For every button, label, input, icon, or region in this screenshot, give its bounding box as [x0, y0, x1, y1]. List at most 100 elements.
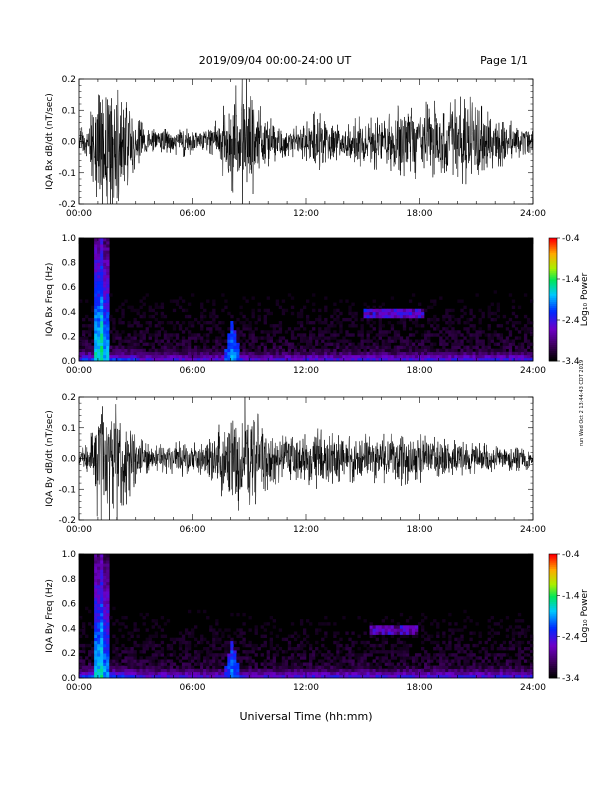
spectrogram-cell: [336, 671, 340, 676]
spectrogram-cell: [121, 357, 125, 362]
spectrogram-cell: [529, 643, 534, 648]
spectrogram-cell: [151, 659, 155, 663]
y-tick-label: 0.0: [62, 455, 77, 465]
spectrogram-cell: [212, 656, 216, 660]
spectrogram-cell: [142, 650, 146, 654]
spectrogram-cell: [484, 668, 488, 673]
spectrogram-cell: [230, 640, 234, 645]
spectrogram-cell: [100, 563, 104, 567]
spectrogram-cell: [224, 643, 228, 648]
spectrogram-cell: [414, 674, 419, 679]
spectrogram-cell: [475, 336, 479, 340]
spectrogram-cell: [187, 314, 192, 319]
spectrogram-cell: [321, 674, 325, 679]
spectrogram-cell: [445, 662, 449, 666]
spectrogram-cell: [354, 671, 358, 676]
spectrogram-cell: [351, 314, 355, 319]
colorbar-segment: [549, 248, 557, 251]
spectrogram-cell: [378, 665, 382, 669]
spectrogram-cell: [91, 357, 95, 362]
spectrogram-cell: [157, 625, 162, 629]
spectrogram-cell: [312, 354, 316, 359]
spectrogram-cell: [251, 647, 255, 651]
spectrogram-cell: [88, 324, 92, 328]
spectrogram-cell: [157, 348, 162, 353]
spectrogram-cell: [451, 330, 455, 334]
spectrogram-cell: [172, 299, 177, 303]
spectrogram-cell: [378, 650, 382, 654]
spectrogram-cell: [460, 650, 464, 654]
spectrogram-cell: [100, 600, 104, 604]
spectrogram-cell: [299, 665, 304, 669]
spectrogram-cell: [100, 674, 104, 679]
spectrogram-cell: [175, 348, 180, 353]
spectrogram-cell: [287, 671, 292, 676]
spectrogram-cell: [496, 631, 501, 635]
spectrogram-cell: [103, 262, 107, 266]
spectrogram-cell: [145, 293, 149, 297]
spectrogram-cell: [94, 594, 98, 598]
spectrogram-cell: [85, 357, 89, 362]
spectrogram-cell: [366, 647, 370, 651]
spectrogram-cell: [309, 339, 313, 343]
spectrogram-cell: [260, 354, 264, 359]
spectrogram-cell: [496, 357, 501, 362]
spectrogram-cell: [487, 324, 491, 328]
spectrogram-cell: [430, 317, 434, 322]
spectrogram-cell: [178, 354, 183, 359]
spectrogram-cell: [200, 357, 204, 362]
spectrogram-cell: [254, 336, 258, 340]
spectrogram-cell: [457, 342, 461, 346]
colorbar-segment: [549, 250, 557, 253]
spectrogram-cell: [417, 662, 422, 666]
spectrogram-cell: [336, 662, 340, 666]
spectrogram-cell: [396, 357, 401, 362]
spectrogram-cell: [290, 622, 295, 626]
spectrogram-cell: [100, 324, 104, 328]
spectrogram-cell: [445, 357, 449, 362]
spectrogram-cell: [517, 668, 522, 673]
spectrogram-cell: [405, 647, 410, 651]
spectrogram-cell: [520, 348, 525, 353]
spectrogram-cell: [103, 634, 107, 638]
spectrogram-cell: [115, 671, 119, 676]
spectrogram-cell: [97, 634, 101, 638]
spectrogram-cell: [242, 354, 246, 359]
spectrogram-cell: [118, 671, 122, 676]
spectrogram-cell: [463, 336, 467, 340]
spectrogram-cell: [79, 671, 83, 676]
spectrogram-cell: [478, 668, 482, 673]
spectrogram-cell: [248, 327, 252, 331]
spectrogram-cell: [88, 662, 92, 666]
spectrogram-cell: [233, 631, 237, 635]
spectrogram-cell: [251, 643, 255, 648]
spectrogram-cell: [454, 628, 458, 632]
spectrogram-cell: [427, 665, 431, 669]
spectrogram-cell: [390, 647, 395, 651]
spectrogram-cell: [336, 314, 340, 319]
spectrogram-cell: [324, 647, 328, 651]
spectrogram-cell: [354, 324, 358, 328]
spectrogram-cell: [360, 336, 364, 340]
spectrogram-cell: [402, 311, 407, 316]
spectrogram-cell: [148, 351, 152, 356]
spectrogram-cell: [399, 357, 404, 362]
spectrogram-cell: [200, 311, 204, 316]
spectrogram-cell: [175, 357, 180, 362]
spectrogram-cell: [354, 662, 358, 666]
spectrogram-cell: [427, 653, 431, 657]
spectrogram-cell: [266, 330, 270, 334]
spectrogram-cell: [454, 668, 458, 673]
spectrogram-cell: [212, 665, 216, 669]
spectrogram-cell: [203, 333, 207, 337]
spectrogram-cell: [218, 336, 222, 340]
spectrogram-cell: [203, 671, 207, 676]
spectrogram-cell: [130, 351, 134, 356]
spectrogram-cell: [345, 659, 349, 663]
spectrogram-cell: [212, 314, 216, 319]
spectrogram-cell: [421, 342, 425, 346]
spectrogram-cell: [475, 293, 479, 297]
spectrogram-cell: [130, 671, 134, 676]
spectrogram-cell: [466, 333, 470, 337]
spectrogram-cell: [384, 650, 389, 654]
